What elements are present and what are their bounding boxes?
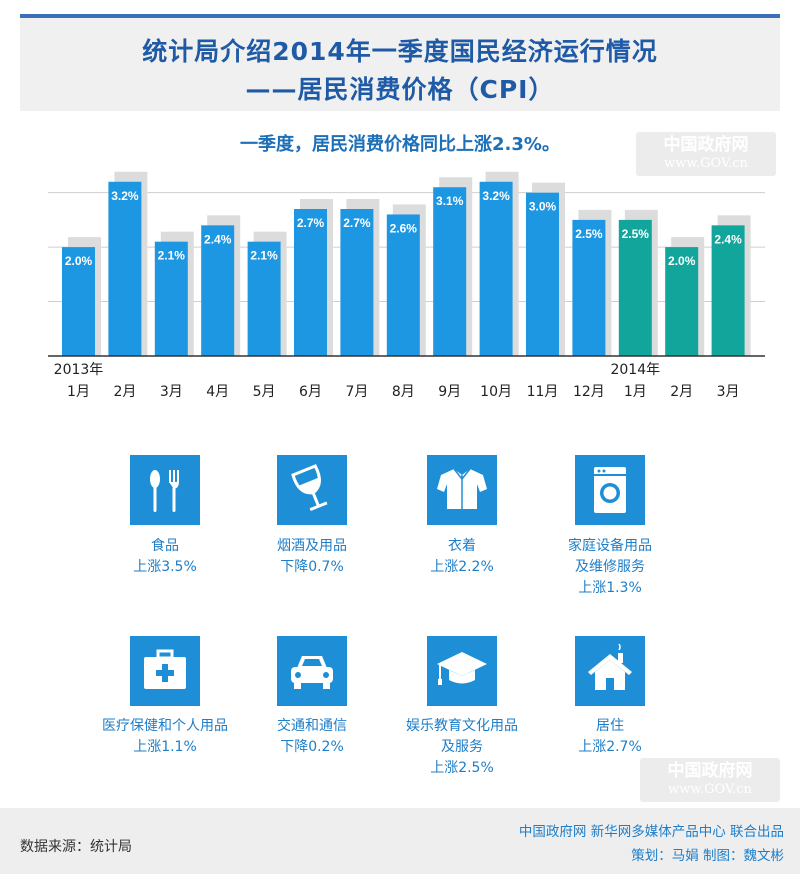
data-label: 2.6% (390, 221, 418, 235)
watermark-logo: 中国政府网 www.GOV.cn (636, 132, 776, 176)
footer: 数据来源：统计局 中国政府网 新华网多媒体产品中心 联合出品 策划：马娟 制图：… (0, 808, 800, 874)
washing-machine-icon (575, 455, 645, 525)
bar (526, 192, 559, 356)
bar (108, 181, 142, 356)
page-title: 统计局介绍2014年一季度国民经济运行情况 (142, 37, 658, 66)
credits: 中国政府网 新华网多媒体产品中心 联合出品 策划：马娟 制图：魏文彬 (518, 824, 784, 864)
x-tick-label: 6月 (299, 384, 322, 400)
year-label: 2013年 (54, 362, 104, 378)
data-label: 2.1% (250, 249, 278, 263)
x-tick-label: 1月 (624, 384, 647, 400)
data-label: 3.2% (111, 189, 139, 203)
x-tick-label: 1月 (67, 384, 90, 400)
category-label-transport: 交通和通信 下降0.2% (277, 718, 347, 755)
x-tick-label: 12月 (573, 384, 605, 400)
bar-chart: 2.0% 1月 3.2% 2月 2.1% 3月 2.4% 4月 2.1% 5月 2.7% 6月 2.7%… (48, 171, 765, 400)
chart-title: 一季度，居民消费价格同比上涨2.3%。 (240, 134, 560, 155)
shirt-icon (427, 455, 497, 525)
x-tick-label: 11月 (527, 384, 559, 400)
data-label: 2.5% (575, 227, 603, 241)
data-label: 2.0% (668, 254, 696, 268)
x-tick-label: 3月 (160, 384, 183, 400)
x-tick-label: 9月 (438, 384, 461, 400)
data-label: 2.7% (343, 216, 371, 230)
x-tick-label: 8月 (392, 384, 415, 400)
x-tick-label: 2月 (113, 384, 136, 400)
bar (618, 219, 652, 356)
house-icon (575, 636, 645, 706)
category-label-housing: 居住 上涨2.7% (578, 718, 642, 755)
x-tick-label: 5月 (253, 384, 276, 400)
data-label: 2.4% (714, 232, 742, 246)
category-label-clothing: 衣着 上涨2.2% (430, 538, 494, 575)
bar (154, 241, 188, 356)
bar (294, 209, 327, 356)
fork-spoon-icon (130, 455, 200, 525)
bar (201, 225, 235, 356)
bar (386, 214, 420, 356)
bar (711, 225, 745, 356)
bar (62, 247, 95, 356)
x-tick-label: 2月 (670, 384, 693, 400)
category-label-food: 食品 上涨3.5% (133, 538, 197, 575)
page-subtitle: ——居民消费价格（CPI） (245, 75, 555, 104)
bar (479, 181, 513, 356)
category-label-healthcare: 医疗保健和个人用品 上涨1.1% (102, 718, 228, 755)
header-accent-bar (20, 14, 780, 18)
data-label: 3.1% (436, 194, 464, 208)
graduation-cap-icon (427, 636, 497, 706)
bar (665, 247, 699, 356)
first-aid-kit-icon (130, 636, 200, 706)
data-label: 3.2% (482, 189, 510, 203)
data-label: 2.1% (158, 249, 186, 263)
data-source: 数据来源：统计局 (20, 839, 132, 855)
bar (572, 219, 606, 356)
car-icon (277, 636, 347, 706)
data-label: 3.0% (529, 200, 557, 214)
bar (247, 241, 281, 356)
header: 统计局介绍2014年一季度国民经济运行情况 ——居民消费价格（CPI） (20, 18, 780, 111)
year-label: 2014年 (610, 362, 660, 378)
bar (340, 209, 374, 356)
x-tick-label: 4月 (206, 384, 229, 400)
data-label: 2.5% (622, 227, 650, 241)
x-tick-label: 7月 (345, 384, 368, 400)
category-label-household: 家庭设备用品 及维修服务 上涨1.3% (568, 538, 652, 596)
category-label-education: 娱乐教育文化用品 及服务 上涨2.5% (406, 718, 518, 776)
data-label: 2.0% (65, 254, 93, 268)
x-tick-label: 10月 (480, 384, 512, 400)
bar (433, 187, 467, 356)
watermark-logo-bottom: 中国政府网 www.GOV.cn (640, 758, 780, 802)
x-tick-label: 3月 (717, 384, 740, 400)
wine-glass-icon (277, 455, 347, 525)
data-label: 2.7% (297, 216, 325, 230)
category-label-tobacco-alcohol: 烟酒及用品 下降0.7% (277, 538, 347, 575)
data-label: 2.4% (204, 232, 232, 246)
